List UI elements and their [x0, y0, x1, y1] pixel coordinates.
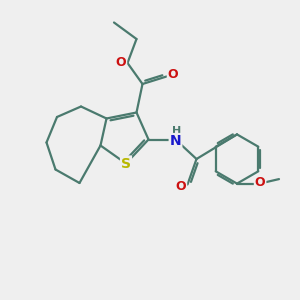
Text: O: O: [255, 176, 266, 190]
Text: O: O: [168, 68, 178, 82]
Text: S: S: [121, 157, 131, 170]
Text: O: O: [176, 179, 186, 193]
Text: O: O: [116, 56, 126, 70]
Text: N: N: [170, 134, 181, 148]
Text: H: H: [172, 126, 182, 136]
